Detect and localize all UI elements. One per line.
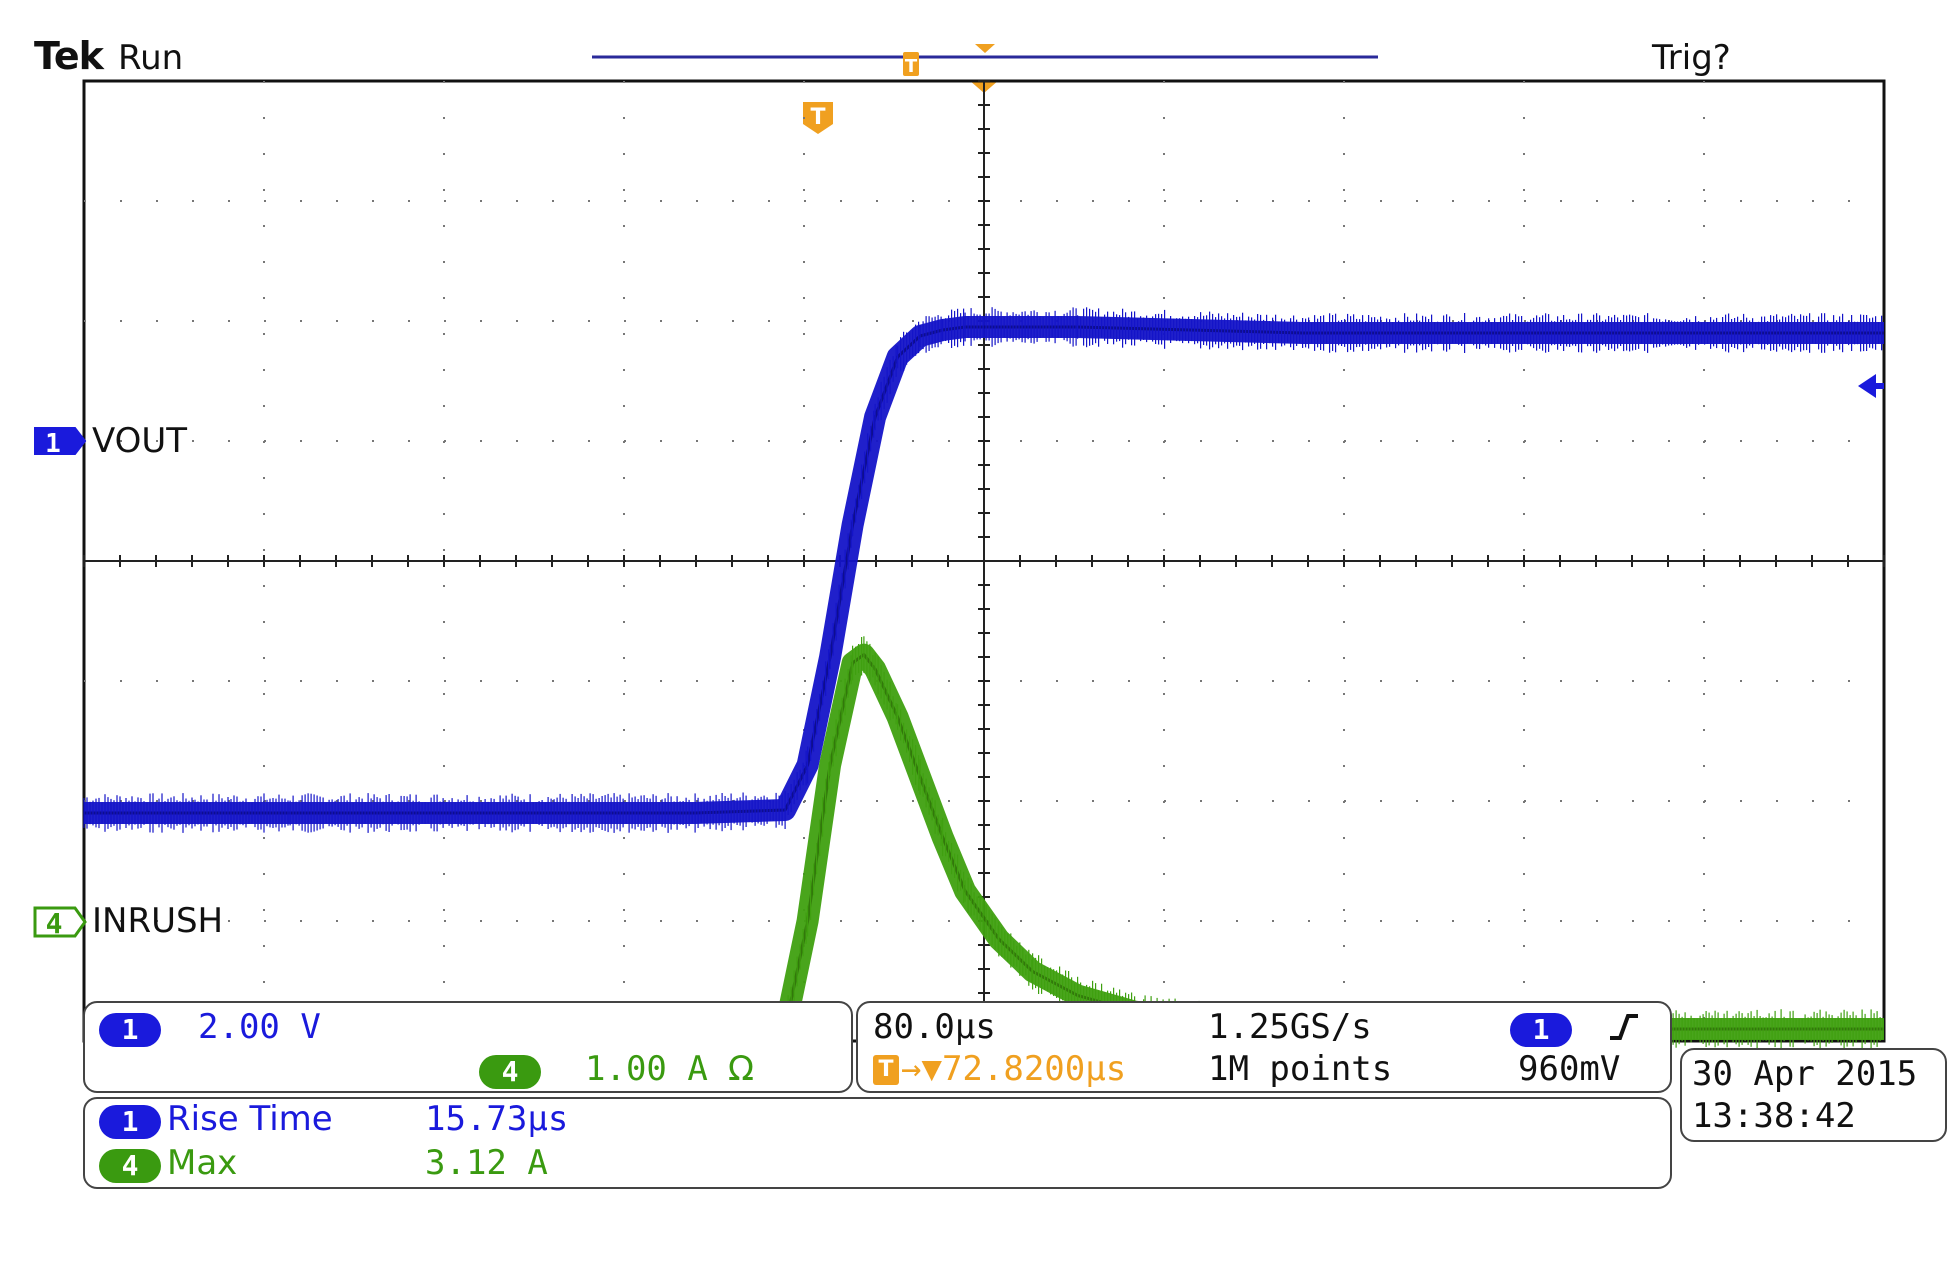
ch4-reference-marker[interactable]: 4 <box>33 906 87 940</box>
measurement-row[interactable]: 4 Max 3.12 A <box>85 1143 1670 1189</box>
datetime-panel: 30 Apr 2015 13:38:42 <box>1680 1048 1947 1142</box>
sample-rate: 1.25GS/s <box>1208 1007 1372 1047</box>
trigger-time-marker[interactable]: T <box>803 102 833 134</box>
horizontal-scale: 80.0µs <box>873 1007 996 1047</box>
horizontal-trigger-panel[interactable]: 80.0µs 1.25GS/s T →▼72.8200µs 1M points … <box>856 1001 1672 1093</box>
expansion-point-marker <box>975 44 995 53</box>
ch4-coupling: Ω <box>728 1049 754 1089</box>
brand-logo: Tek <box>34 34 104 78</box>
date: 30 Apr 2015 <box>1692 1054 1918 1094</box>
ch1-reference-marker[interactable]: 1 <box>34 427 87 459</box>
measurement-ch4-badge: 4 <box>99 1149 161 1183</box>
svg-text:T: T <box>810 105 825 130</box>
trigger-position-icon: T <box>873 1055 899 1085</box>
trigger-delay: →▼72.8200µs <box>901 1049 1127 1089</box>
acquisition-state: Run <box>118 38 184 78</box>
vertical-settings-panel[interactable]: 1 2.00 V 4 1.00 A Ω <box>83 1001 853 1093</box>
waveform-vout-noise <box>83 307 1883 833</box>
record-length: 1M points <box>1208 1049 1393 1089</box>
svg-text:4: 4 <box>46 907 63 940</box>
measurement-value: 15.73µs <box>425 1099 569 1139</box>
measurement-row[interactable]: 1 Rise Time 15.73µs <box>85 1099 1670 1145</box>
ch1-badge[interactable]: 1 <box>99 1013 161 1047</box>
graticule-grid <box>83 80 1885 1042</box>
rising-edge-icon <box>1606 1006 1642 1048</box>
ch1-scale: 2.00 V <box>198 1007 321 1047</box>
trigger-level-marker[interactable] <box>1858 374 1884 398</box>
measurements-panel[interactable]: 1 Rise Time 15.73µs 4 Max 3.12 A <box>83 1097 1672 1189</box>
ch4-label: INRUSH <box>92 901 223 941</box>
trigger-level: 960mV <box>1518 1049 1621 1089</box>
svg-text:1: 1 <box>45 429 61 459</box>
time: 13:38:42 <box>1692 1096 1856 1136</box>
ch1-label: VOUT <box>92 421 187 461</box>
trigger-position-marker: T <box>903 52 919 77</box>
measurement-ch1-badge: 1 <box>99 1105 161 1139</box>
ch4-badge[interactable]: 4 <box>479 1055 541 1089</box>
trigger-status: Trig? <box>1652 38 1731 78</box>
trigger-source-badge[interactable]: 1 <box>1510 1013 1572 1047</box>
measurement-name: Max <box>167 1143 238 1183</box>
measurement-value: 3.12 A <box>425 1143 548 1183</box>
measurement-name: Rise Time <box>167 1099 333 1139</box>
ch4-scale: 1.00 A <box>585 1049 708 1089</box>
svg-text:T: T <box>905 56 918 77</box>
